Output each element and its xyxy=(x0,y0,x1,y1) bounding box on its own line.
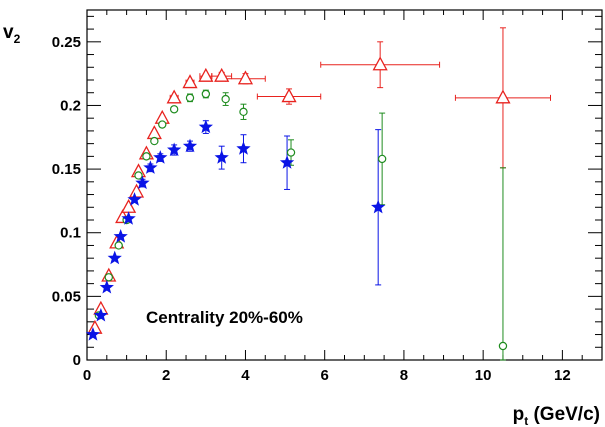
star-marker xyxy=(121,211,136,225)
triangle-marker xyxy=(281,88,297,103)
star-marker xyxy=(99,279,114,294)
star-marker xyxy=(107,250,122,265)
circle-marker xyxy=(104,273,113,282)
y-axis-title: v2 xyxy=(3,22,21,46)
triangle-marker xyxy=(87,319,103,334)
star-marker xyxy=(182,138,198,153)
circle-marker xyxy=(498,341,508,351)
centrality-annotation: Centrality 20%-60% xyxy=(146,308,303,327)
star-marker xyxy=(93,307,108,322)
triangle-marker xyxy=(214,67,230,82)
triangle-marker xyxy=(182,74,198,89)
circle-marker xyxy=(150,136,159,146)
triangle-marker xyxy=(146,125,162,140)
triangle-marker xyxy=(372,56,388,71)
star-marker xyxy=(143,160,158,174)
y-tick-label: 0.15 xyxy=(52,161,81,178)
x-axis-title: pt (GeV/c) xyxy=(513,404,600,427)
circle-marker xyxy=(134,171,143,180)
x-tick-label: 10 xyxy=(475,367,492,384)
axis-ticks: 0 2 4 6 8 10 12 0 0.05 0.1 0.15 0.2 0.25 xyxy=(52,10,603,384)
x-tick-label: 0 xyxy=(83,367,91,384)
star-marker xyxy=(214,150,229,164)
triangle-marker xyxy=(166,89,182,104)
triangle-marker xyxy=(198,67,214,82)
circle-marker xyxy=(377,154,387,164)
star-marker xyxy=(167,142,182,157)
circle-marker xyxy=(158,120,167,129)
y-tick-label: 0.2 xyxy=(60,97,81,114)
circle-marker xyxy=(201,89,211,99)
star-marker xyxy=(127,192,142,206)
data-markers xyxy=(85,56,511,351)
circle-marker xyxy=(286,148,296,157)
star-marker xyxy=(198,119,213,134)
triangle-marker xyxy=(495,89,511,104)
star-marker xyxy=(113,229,128,243)
star-marker xyxy=(279,155,295,169)
star-marker xyxy=(85,327,101,341)
y-tick-label: 0.1 xyxy=(60,225,81,242)
triangle-marker xyxy=(128,183,145,198)
circle-marker xyxy=(114,241,123,250)
triangle-marker xyxy=(237,70,254,85)
x-tick-label: 4 xyxy=(241,367,250,384)
y-tick-label: 0.25 xyxy=(52,34,81,51)
circle-marker xyxy=(239,107,248,117)
circle-marker xyxy=(221,94,230,104)
star-marker xyxy=(153,150,168,164)
y-tick-label: 0.05 xyxy=(52,288,81,305)
circle-marker xyxy=(185,93,195,103)
x-tick-label: 8 xyxy=(400,367,408,384)
x-tick-label: 2 xyxy=(162,367,170,384)
x-tick-label: 6 xyxy=(321,367,329,384)
x-tick-label: 12 xyxy=(554,367,571,384)
star-marker xyxy=(371,199,386,214)
circle-marker xyxy=(169,105,179,114)
y-tick-label: 0 xyxy=(73,352,81,369)
circle-marker xyxy=(142,152,151,161)
star-marker xyxy=(135,175,150,190)
star-marker xyxy=(236,141,251,155)
